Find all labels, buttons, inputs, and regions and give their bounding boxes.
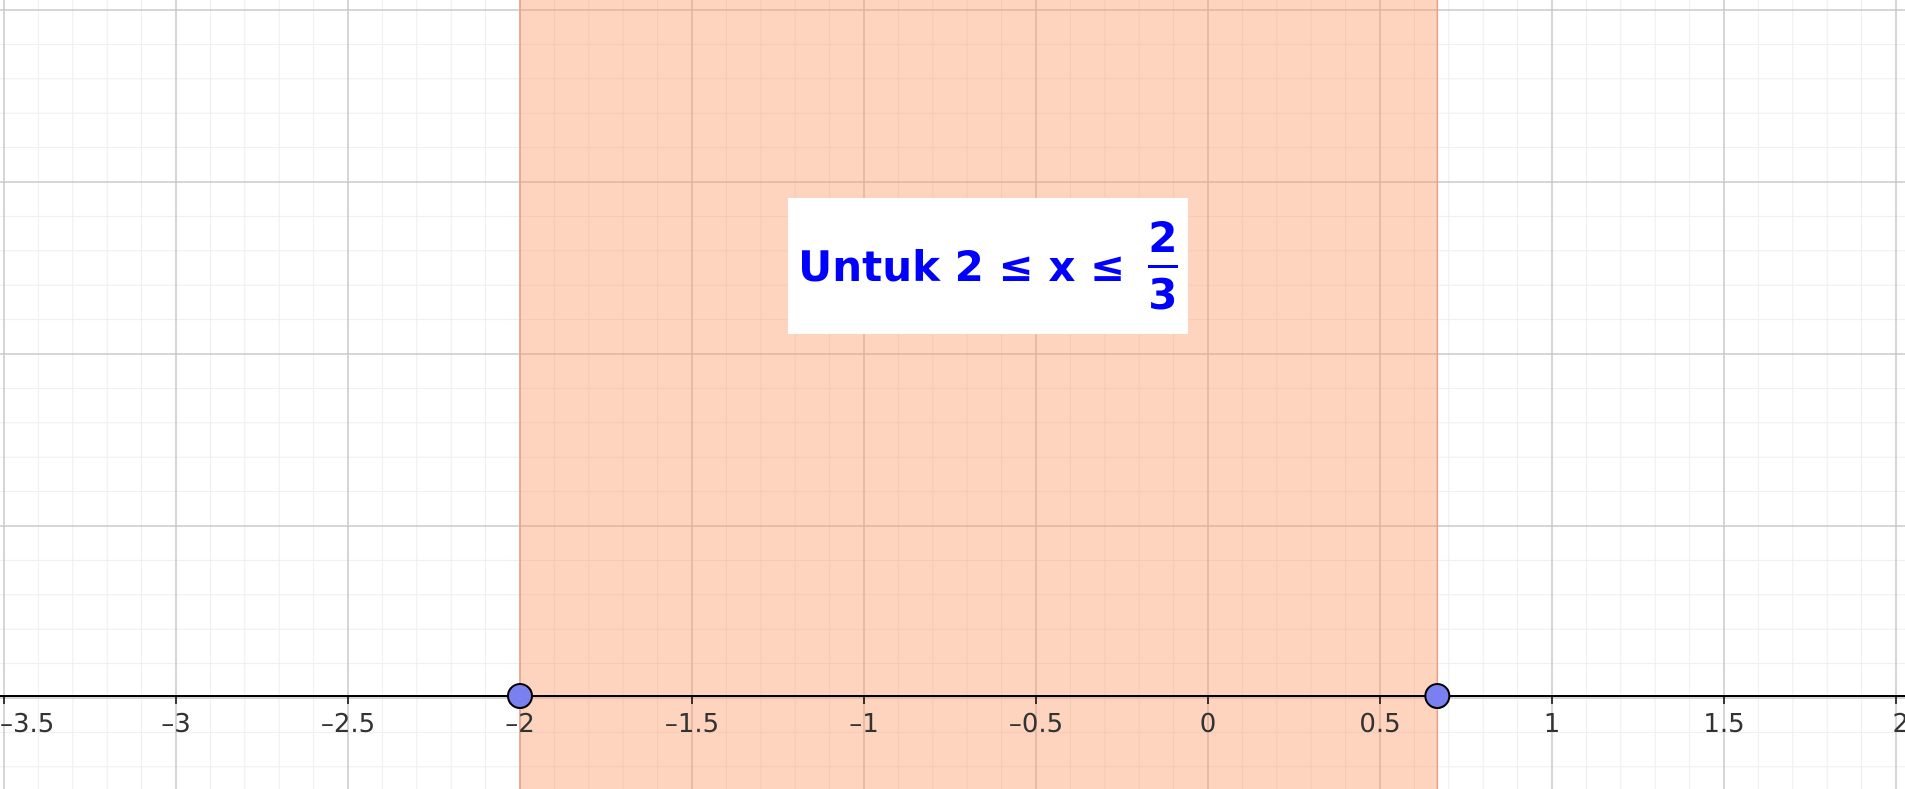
shaded-interval bbox=[520, 0, 1438, 789]
x-tick-label: 2 bbox=[1892, 709, 1905, 739]
inequality-label: Untuk 2 ≤ x ≤ 2 3 bbox=[788, 198, 1188, 334]
x-tick-label: 0 bbox=[1200, 709, 1217, 739]
x-tick-label: 1 bbox=[1544, 709, 1561, 739]
x-tick-label: –3.5 bbox=[0, 709, 54, 739]
x-tick-label: –2 bbox=[505, 709, 535, 739]
endpoint-point bbox=[1424, 683, 1451, 709]
fraction: 2 3 bbox=[1147, 212, 1178, 319]
fraction-denominator: 3 bbox=[1148, 269, 1178, 319]
x-tick-label: –1 bbox=[849, 709, 879, 739]
x-tick-label: –2.5 bbox=[321, 709, 375, 739]
inequality-text: Untuk 2 ≤ x ≤ bbox=[798, 241, 1140, 291]
fraction-numerator: 2 bbox=[1148, 212, 1178, 262]
x-tick-label: –0.5 bbox=[1009, 709, 1063, 739]
x-tick-label: 1.5 bbox=[1703, 709, 1744, 739]
x-tick-label: –3 bbox=[161, 709, 191, 739]
fraction-bar bbox=[1147, 264, 1178, 268]
x-tick-label: 0.5 bbox=[1359, 709, 1400, 739]
endpoint-point bbox=[507, 683, 533, 709]
x-tick-label: –1.5 bbox=[665, 709, 719, 739]
